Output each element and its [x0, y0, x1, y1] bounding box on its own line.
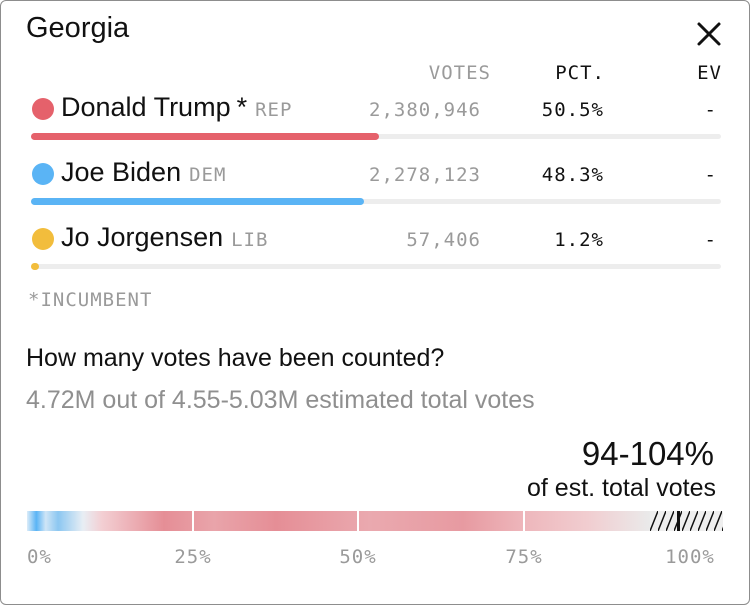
close-button[interactable]	[692, 17, 726, 51]
axis-label-50: 50%	[339, 546, 377, 568]
party-label: LIB	[231, 229, 269, 251]
party-dot	[32, 98, 54, 120]
vote-pct: 50.5%	[541, 99, 604, 121]
vote-count: 2,278,123	[369, 164, 481, 186]
party-dot	[32, 228, 54, 250]
electoral-votes: -	[704, 99, 716, 121]
vote-count: 2,380,946	[369, 99, 481, 121]
electoral-votes: -	[704, 229, 716, 251]
progress-tick-50	[357, 511, 359, 531]
vote-pct: 48.3%	[541, 164, 604, 186]
estimate-range: 94-104%	[581, 435, 714, 472]
share-bar	[31, 263, 39, 270]
column-header-ev: EV	[697, 62, 722, 84]
count-progress-fill	[27, 511, 650, 531]
close-icon	[697, 22, 721, 46]
candidate-name: Donald Trump * REP	[61, 92, 292, 123]
party-label: REP	[255, 99, 293, 121]
share-bar	[31, 198, 364, 205]
incumbent-star: *	[236, 92, 248, 122]
progress-tick-25	[192, 511, 194, 531]
vote-count: 57,406	[406, 229, 481, 251]
count-progress-bar	[27, 511, 723, 531]
candidate-row-trump: Donald Trump * REP 2,380,946 50.5% -	[1, 89, 749, 153]
party-dot	[32, 163, 54, 185]
column-header-votes: VOTES	[428, 62, 491, 84]
candidate-row-jorgensen: Jo Jorgensen LIB 57,406 1.2% -	[1, 219, 749, 283]
state-title: Georgia	[26, 12, 130, 44]
hatch-pattern	[650, 511, 723, 531]
share-track	[31, 198, 721, 205]
share-bar	[31, 133, 379, 140]
axis-label-75: 75%	[505, 546, 543, 568]
candidate-name-text: Donald Trump	[61, 92, 231, 122]
progress-tick-75	[523, 511, 525, 531]
axis-label-25: 25%	[174, 546, 212, 568]
electoral-votes: -	[704, 164, 716, 186]
count-question: How many votes have been counted?	[26, 344, 445, 372]
share-track	[31, 263, 721, 270]
party-label: DEM	[189, 164, 227, 186]
candidate-row-biden: Joe Biden DEM 2,278,123 48.3% -	[1, 154, 749, 218]
count-detail: 4.72M out of 4.55-5.03M estimated total …	[26, 386, 535, 414]
share-track	[31, 133, 721, 140]
estimate-range-zone	[650, 511, 723, 531]
candidate-name-text: Jo Jorgensen	[61, 222, 224, 252]
candidate-name-text: Joe Biden	[61, 157, 182, 187]
column-header-pct: PCT.	[555, 62, 605, 84]
estimate-range-caption: of est. total votes	[527, 474, 716, 502]
incumbent-note: *INCUMBENT	[28, 289, 153, 311]
axis-label-0: 0%	[27, 546, 52, 568]
candidate-name: Jo Jorgensen LIB	[61, 222, 268, 253]
vote-pct: 1.2%	[554, 229, 604, 251]
candidate-name: Joe Biden DEM	[61, 157, 226, 188]
counted-marker	[677, 511, 680, 531]
axis-label-100: 100%	[665, 546, 715, 568]
